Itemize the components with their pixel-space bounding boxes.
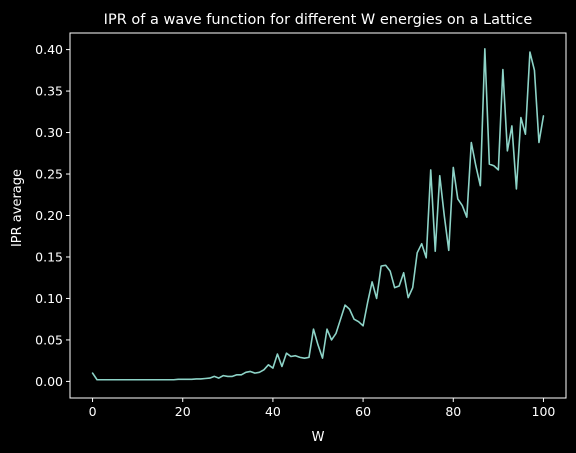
x-axis-label: W bbox=[312, 430, 325, 445]
y-tick-label: 0.20 bbox=[35, 208, 63, 223]
y-tick-label: 0.05 bbox=[35, 332, 63, 347]
y-tick-label: 0.00 bbox=[35, 374, 63, 389]
ipr-series-line bbox=[91, 47, 545, 381]
y-tick-label: 0.15 bbox=[35, 249, 63, 264]
y-tick-label: 0.35 bbox=[35, 84, 63, 99]
y-tick-label: 0.30 bbox=[35, 125, 63, 140]
x-tick-label: 60 bbox=[355, 404, 371, 419]
x-tick-label: 80 bbox=[445, 404, 461, 419]
plot-area: 0 20 40 60 80 100 0.00 0.05 0.10 0.15 0.20 0.25 0.30… bbox=[35, 32, 567, 419]
y-axis-label: IPR average bbox=[10, 169, 25, 247]
x-tick-label: 100 bbox=[532, 404, 556, 419]
y-tick-label: 0.25 bbox=[35, 167, 63, 182]
y-tick-label: 0.10 bbox=[35, 291, 63, 306]
x-tick-label: 20 bbox=[175, 404, 191, 419]
x-tick-label: 0 bbox=[89, 404, 97, 419]
chart-title: IPR of a wave function for different W e… bbox=[104, 12, 533, 28]
x-tick-label: 40 bbox=[265, 404, 281, 419]
y-tick-label: 0.40 bbox=[35, 42, 63, 57]
